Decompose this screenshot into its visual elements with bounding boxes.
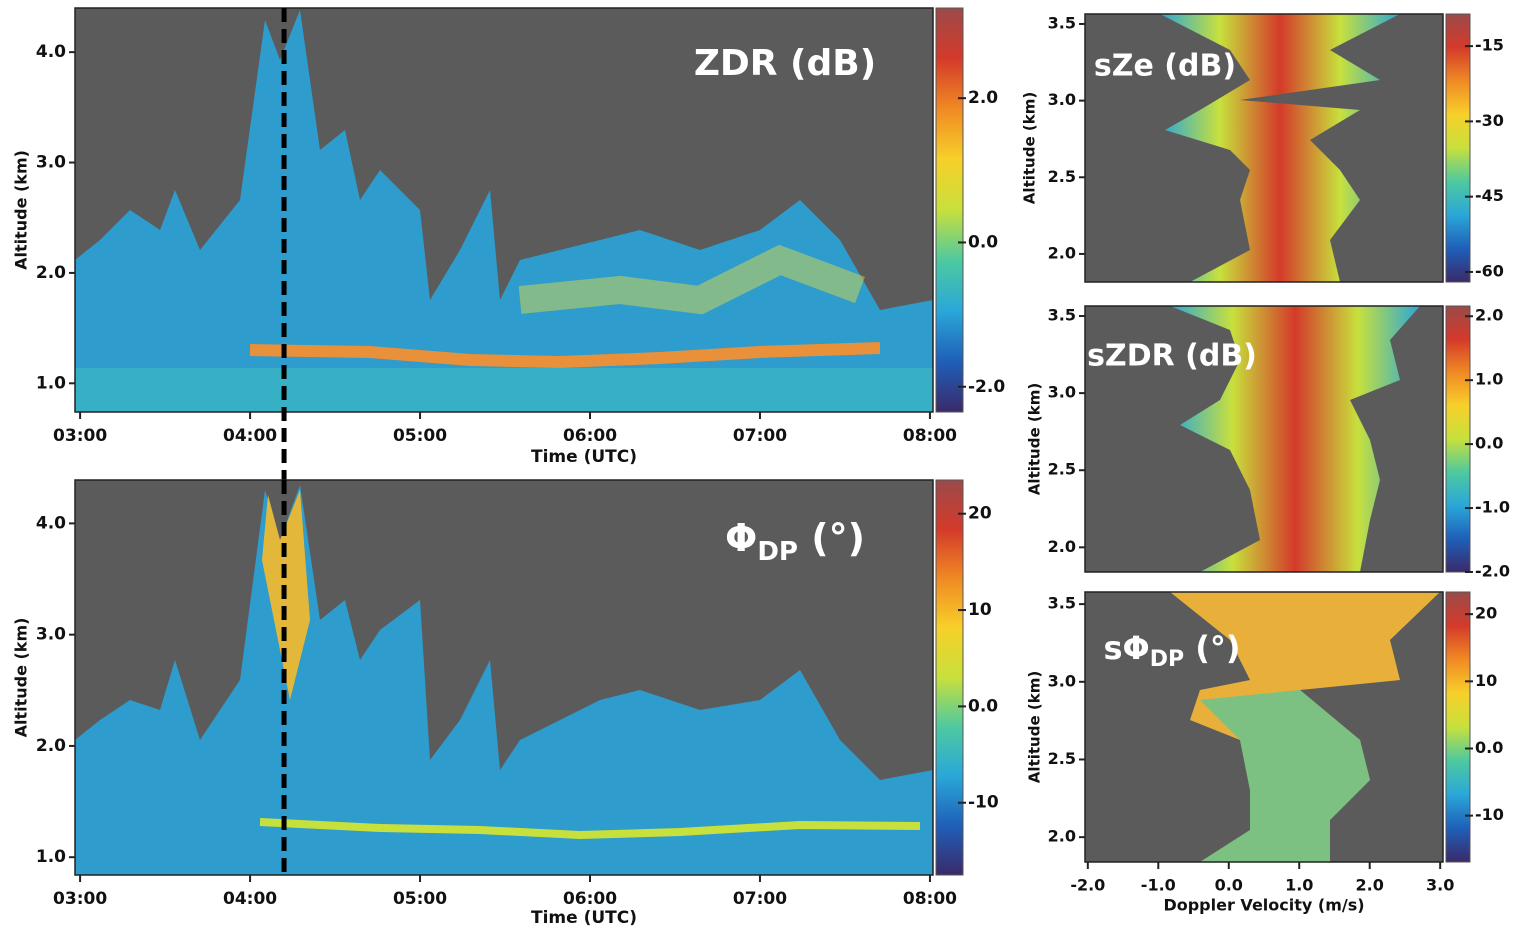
y-tick-label: 3.5 <box>1048 13 1076 32</box>
y-tick-label: 3.0 <box>1048 383 1076 402</box>
y-tick-label: 2.0 <box>1048 827 1076 846</box>
colorbar-tick-label: 0.0 <box>968 696 998 716</box>
x-tick-label: 08:00 <box>903 426 957 446</box>
plot-frame <box>74 479 934 876</box>
x-tick-label: 07:00 <box>733 889 787 909</box>
colorbar-tick-label: 10 <box>968 600 992 620</box>
plot-frame <box>1084 305 1444 573</box>
x-tick-label: 1.0 <box>1285 876 1313 895</box>
y-tick-label: 3.0 <box>36 153 66 173</box>
title-sub: DP <box>757 537 798 567</box>
y-tick-label: 3.0 <box>1048 671 1076 690</box>
y-tick-label: 2.5 <box>1048 167 1076 186</box>
x-axis-label: Time (UTC) <box>531 447 637 467</box>
x-tick-label: 0.0 <box>1215 876 1243 895</box>
x-tick-label: 03:00 <box>53 426 107 446</box>
colorbar-tick-label: 10 <box>1475 671 1497 690</box>
x-tick-label: 08:00 <box>903 889 957 909</box>
x-tick-label: 06:00 <box>563 426 617 446</box>
echo-profile <box>1200 690 1370 862</box>
y-tick-label: 1.0 <box>36 847 66 867</box>
y-tick-label: 2.0 <box>36 736 66 756</box>
panel-title: sΦDP (°) <box>1103 629 1240 672</box>
x-axis-label: Time (UTC) <box>531 908 637 928</box>
colorbar-tick-label: -30 <box>1475 111 1504 130</box>
y-tick-label: 4.0 <box>36 513 66 533</box>
panel-title: ZDR (dB) <box>694 43 876 84</box>
y-tick-label: 3.0 <box>1048 90 1076 109</box>
y-axis-label: Altitude (km) <box>1021 92 1039 204</box>
echo-band <box>249 342 881 369</box>
colorbar <box>935 479 964 876</box>
y-tick-label: 2.0 <box>36 263 66 283</box>
echo-base <box>75 368 933 412</box>
colorbar <box>1445 305 1471 573</box>
colorbar <box>935 7 964 413</box>
panel-title: sZDR (dB) <box>1087 339 1257 374</box>
x-tick-label: 2.0 <box>1356 876 1384 895</box>
colorbar-tick-label: -10 <box>1475 805 1504 824</box>
title-sub: DP <box>1150 647 1184 672</box>
colorbar-tick-label: 0.0 <box>968 232 998 252</box>
echo-region <box>75 10 933 412</box>
y-tick-label: 4.0 <box>36 42 66 62</box>
echo-profile <box>1170 306 1420 572</box>
colorbar-tick-label: 0.0 <box>1475 434 1503 453</box>
y-axis-label: Altitude (km) <box>12 618 31 738</box>
y-tick-label: 3.5 <box>1048 306 1076 325</box>
panel-title: sZe (dB) <box>1094 49 1236 84</box>
echo-profile <box>1160 14 1400 282</box>
colorbar-tick-label: 20 <box>1475 604 1497 623</box>
y-tick-label: 2.5 <box>1048 749 1076 768</box>
x-tick-label: 3.0 <box>1426 876 1454 895</box>
colorbar-tick-label: 2.0 <box>968 88 998 108</box>
y-tick-label: 2.5 <box>1048 460 1076 479</box>
y-tick-label: 1.0 <box>36 373 66 393</box>
title-main: Φ <box>725 516 757 560</box>
y-axis-label: Altitude (km) <box>1026 383 1044 495</box>
x-tick-label: 04:00 <box>223 889 277 909</box>
title-main: sΦ <box>1103 629 1149 667</box>
colorbar-tick-label: -2.0 <box>1475 562 1510 581</box>
plot-frame <box>1084 13 1444 283</box>
colorbar-tick-label: 2.0 <box>1475 306 1503 325</box>
y-tick-label: 3.5 <box>1048 594 1076 613</box>
x-tick-label: -2.0 <box>1070 876 1105 895</box>
colorbar-tick-label: 1.0 <box>1475 370 1503 389</box>
panel-title: ΦDP (°) <box>725 516 865 567</box>
x-tick-label: 03:00 <box>53 889 107 909</box>
title-end: (°) <box>798 516 865 560</box>
colorbar <box>1445 591 1471 863</box>
y-tick-label: 3.0 <box>36 625 66 645</box>
colorbar-tick-label: -2.0 <box>968 377 1005 397</box>
echo-band <box>518 244 865 315</box>
x-axis-label: Doppler Velocity (m/s) <box>1163 896 1364 915</box>
colorbar-tick-label: -15 <box>1475 36 1504 55</box>
plot-frame <box>1084 591 1444 863</box>
x-tick-label: 05:00 <box>393 889 447 909</box>
colorbar-tick-label: 20 <box>968 504 992 524</box>
y-tick-label: 2.0 <box>1048 537 1076 556</box>
x-tick-label: 04:00 <box>223 426 277 446</box>
x-tick-label: 07:00 <box>733 426 787 446</box>
colorbar-tick-label: -45 <box>1475 186 1504 205</box>
colorbar-tick-label: -60 <box>1475 261 1504 280</box>
plot-frame <box>74 7 934 413</box>
y-axis-label: Altitude (km) <box>1026 671 1044 783</box>
x-tick-label: 06:00 <box>563 889 617 909</box>
title-end: (°) <box>1184 629 1240 667</box>
colorbar <box>1445 13 1471 283</box>
x-tick-label: 05:00 <box>393 426 447 446</box>
colorbar-tick-label: -1.0 <box>1475 498 1510 517</box>
y-tick-label: 2.0 <box>1048 243 1076 262</box>
x-tick-label: -1.0 <box>1141 876 1176 895</box>
colorbar-tick-label: -10 <box>968 793 999 813</box>
echo-band <box>259 818 921 840</box>
y-axis-label: Altitude (km) <box>12 150 31 270</box>
colorbar-tick-label: 0.0 <box>1475 738 1503 757</box>
